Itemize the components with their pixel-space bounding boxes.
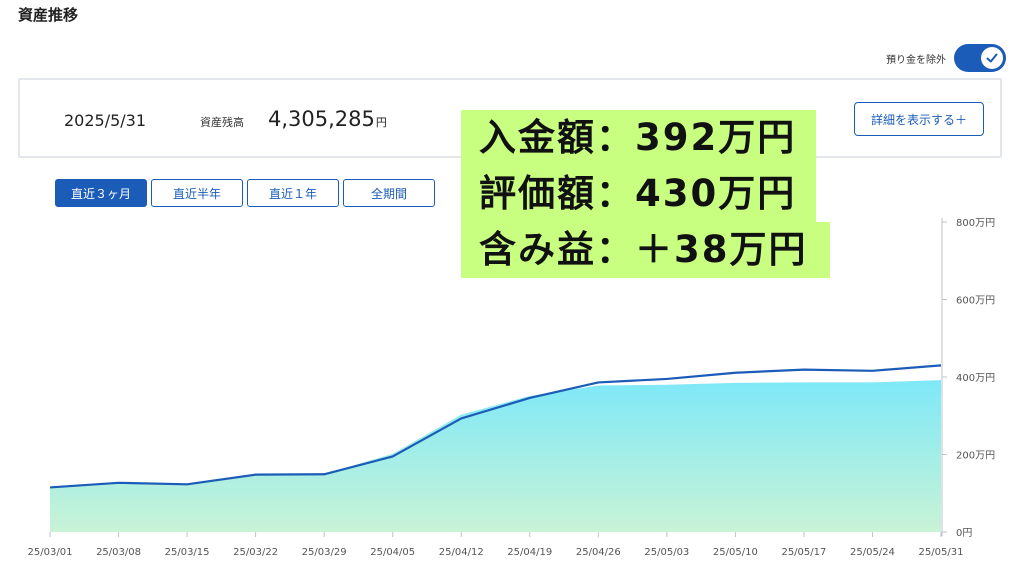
x-tick-label: 25/05/10 bbox=[713, 547, 758, 558]
y-tick-label: 800万円 bbox=[956, 218, 995, 229]
summary-label: 資産残高 bbox=[200, 116, 244, 129]
x-tick-label: 25/03/29 bbox=[302, 547, 347, 558]
x-tick-label: 25/04/26 bbox=[576, 547, 621, 558]
y-tick-label: 200万円 bbox=[956, 451, 995, 462]
toggle-label: 預り金を除外 bbox=[886, 54, 946, 66]
x-tick-label: 25/04/12 bbox=[439, 547, 484, 558]
tab-all-period[interactable]: 全期間 bbox=[343, 179, 435, 207]
exclude-deposit-toggle-row: 預り金を除外 bbox=[886, 44, 1006, 72]
y-tick-label: 600万円 bbox=[956, 296, 995, 307]
overlay-deposit-amount: 入金額：392万円 bbox=[461, 110, 817, 166]
x-tick-label: 25/03/22 bbox=[233, 547, 278, 558]
check-icon bbox=[986, 53, 998, 63]
deposit-area bbox=[50, 380, 941, 532]
y-tick-label: 400万円 bbox=[956, 373, 995, 384]
tab-3-months[interactable]: 直近３ヶ月 bbox=[55, 179, 147, 207]
x-tick-label: 25/04/05 bbox=[370, 547, 415, 558]
summary-amount: 4,305,285 bbox=[268, 107, 375, 131]
x-tick-label: 25/03/08 bbox=[96, 547, 141, 558]
summary-date: 2025/5/31 bbox=[64, 111, 147, 130]
x-tick-label: 25/05/17 bbox=[781, 547, 826, 558]
x-tick-label: 25/03/15 bbox=[165, 547, 210, 558]
summary-unit: 円 bbox=[375, 116, 387, 129]
page-title: 資産推移 bbox=[18, 6, 79, 24]
valuation-line bbox=[49, 364, 942, 489]
overlay-valuation: 評価額：430万円 bbox=[461, 166, 817, 222]
toggle-knob bbox=[981, 47, 1003, 69]
exclude-deposit-toggle[interactable] bbox=[954, 44, 1006, 72]
x-tick-label: 25/05/03 bbox=[644, 547, 689, 558]
x-tick-label: 25/05/31 bbox=[919, 547, 964, 558]
x-tick-label: 25/05/24 bbox=[850, 547, 895, 558]
x-tick-label: 25/03/01 bbox=[28, 547, 73, 558]
y-tick-label: 0円 bbox=[956, 528, 972, 539]
tab-1-year[interactable]: 直近１年 bbox=[247, 179, 339, 207]
summary-overlay: 入金額：392万円 評価額：430万円 含み益：＋38万円 bbox=[461, 110, 830, 278]
show-details-button[interactable]: 詳細を表示する＋ bbox=[854, 102, 984, 136]
summary-value: 4,305,285円 bbox=[268, 107, 387, 131]
tab-6-months[interactable]: 直近半年 bbox=[151, 179, 243, 207]
overlay-unrealized-gain: 含み益：＋38万円 bbox=[461, 222, 830, 278]
period-tabs: 直近３ヶ月 直近半年 直近１年 全期間 bbox=[55, 179, 435, 207]
x-tick-label: 25/04/19 bbox=[507, 547, 552, 558]
